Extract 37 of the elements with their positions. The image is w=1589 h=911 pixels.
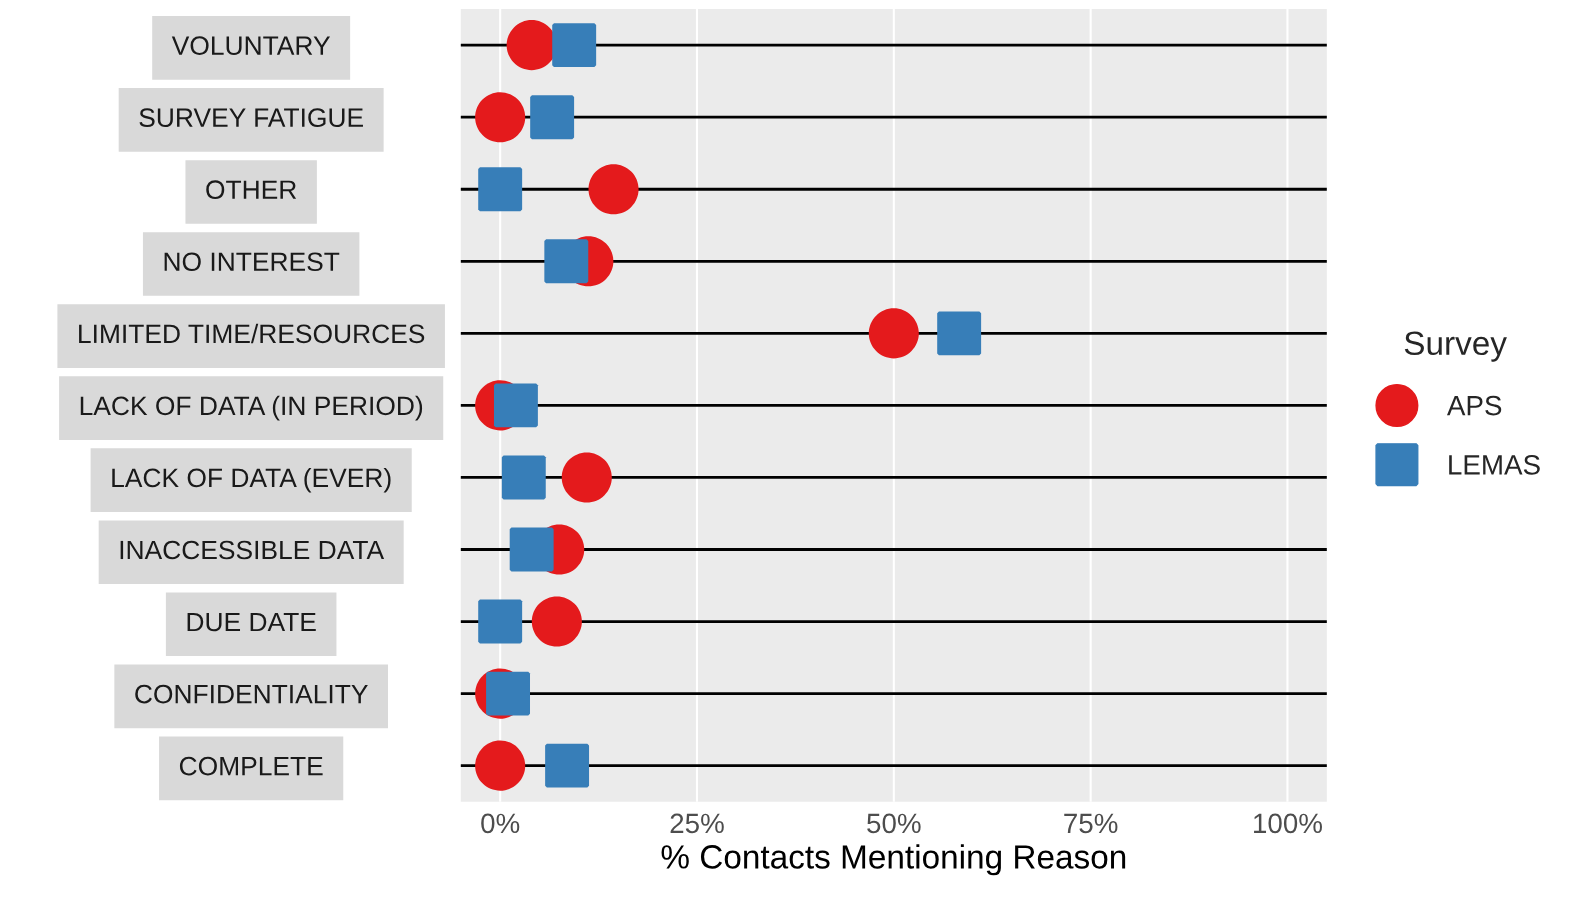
y-tick-label: LACK OF DATA (IN PERIOD) <box>80 395 423 421</box>
point <box>501 455 546 500</box>
y-tick-label: LACK OF DATA (EVER) <box>112 467 391 493</box>
point <box>531 596 582 647</box>
x-tick-label: 0% <box>481 813 520 834</box>
point <box>937 311 982 356</box>
point <box>478 599 523 644</box>
point <box>530 95 575 140</box>
y-tick-label: OTHER <box>206 180 297 200</box>
point <box>486 671 531 716</box>
point <box>475 740 526 791</box>
legend-label: APS <box>1446 395 1502 416</box>
point <box>493 383 538 428</box>
x-tick-label: 100% <box>1254 813 1322 834</box>
y-tick-label: NO INTEREST <box>164 252 340 272</box>
y-tick-label: COMPLETE <box>179 756 323 776</box>
legend-title: Survey <box>1404 331 1507 362</box>
x-tick-label: 75% <box>1064 813 1118 834</box>
x-tick-label: 50% <box>867 813 921 834</box>
legend-label: LEMAS <box>1449 455 1540 475</box>
y-tick-label: DUE DATE <box>187 612 316 632</box>
y-tick-label: INACCESSIBLE DATA <box>120 540 385 560</box>
x-tick-label: 25% <box>670 813 724 834</box>
point <box>478 167 523 212</box>
point <box>561 452 612 503</box>
y-tick-label: CONFIDENTIALITY <box>135 684 368 704</box>
y-tick-label: SURVEY FATIGUE <box>139 108 363 128</box>
point <box>544 239 589 284</box>
y-tick-label: LIMITED TIME/RESOURCES <box>79 323 425 344</box>
point <box>868 308 919 359</box>
y-tick-label: VOLUNTARY <box>171 36 331 55</box>
point <box>545 743 590 788</box>
point <box>475 92 526 143</box>
x-axis-title: % Contacts Mentioning Reason <box>661 844 1126 876</box>
point <box>588 164 639 215</box>
point <box>509 527 554 572</box>
point <box>552 23 597 68</box>
